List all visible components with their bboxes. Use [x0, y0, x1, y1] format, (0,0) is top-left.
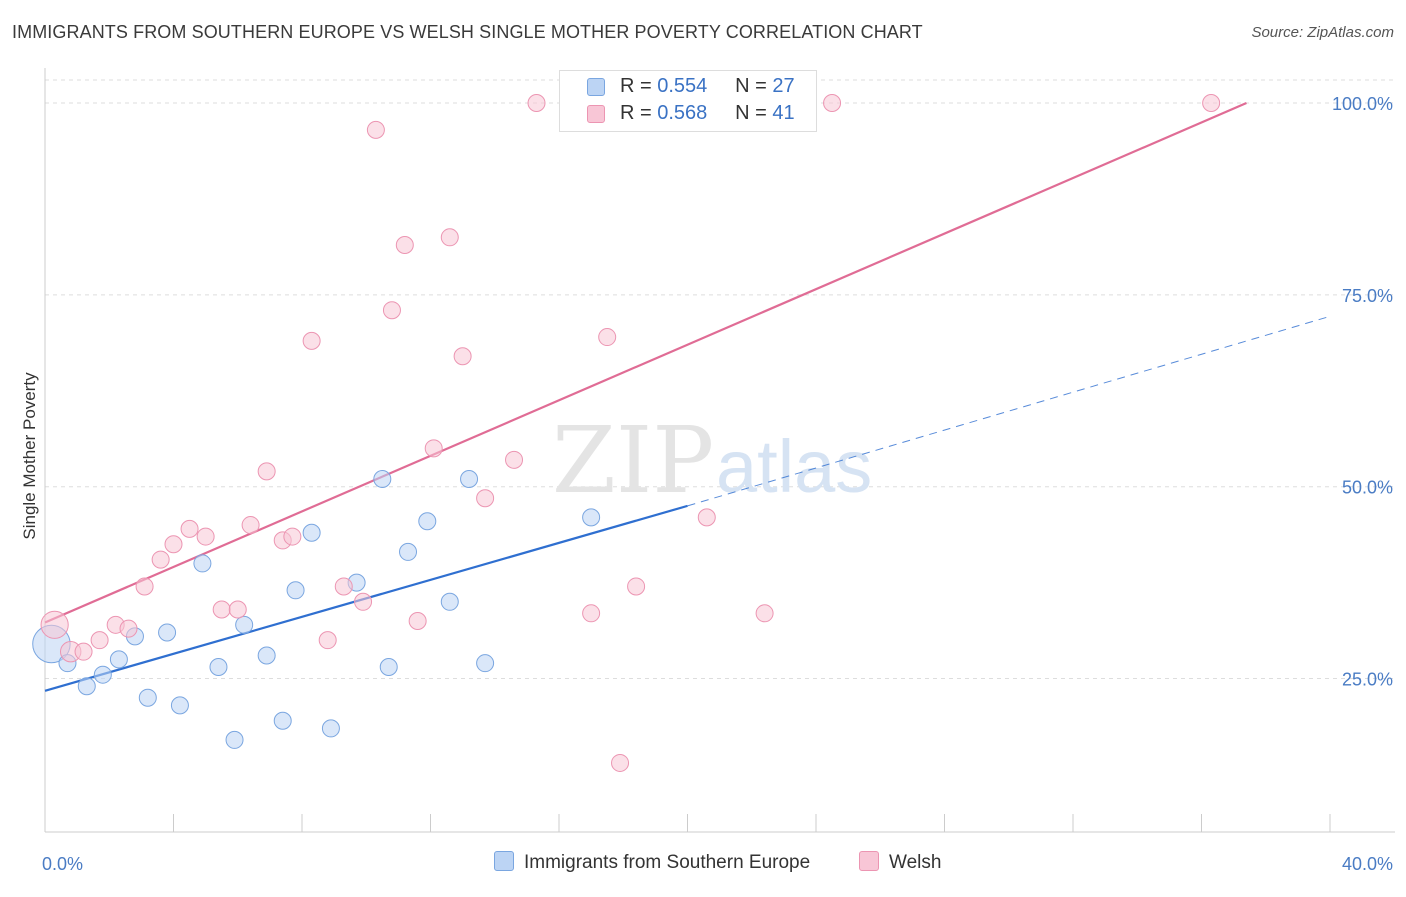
point-welsh: [408, 611, 427, 630]
legend-r-value: 0.568: [657, 102, 708, 124]
point-southern-europe: [460, 470, 479, 489]
point-southern-europe: [77, 677, 96, 696]
point-welsh: [823, 94, 842, 113]
point-welsh: [354, 592, 373, 611]
point-welsh: [40, 610, 69, 639]
point-welsh: [627, 577, 646, 596]
tick-label-layer: 25.0% 50.0% 75.0% 100.0% 0.0% 40.0% Single Mot…: [20, 94, 1393, 874]
point-southern-europe: [302, 523, 321, 542]
point-welsh: [302, 331, 321, 350]
point-southern-europe: [399, 542, 418, 561]
point-welsh: [151, 550, 170, 569]
correlation-legend: R = 0.554 N = 27 R = 0.568 N = 41: [559, 70, 817, 132]
point-welsh: [476, 489, 495, 508]
point-southern-europe: [379, 658, 398, 677]
point-welsh: [228, 600, 247, 619]
x-tick-label: 40.0%: [1342, 854, 1393, 874]
y-tick-label: 75.0%: [1342, 286, 1393, 306]
point-southern-europe: [170, 696, 189, 715]
legend-n-value: 41: [772, 102, 795, 124]
y-tick-label: 100.0%: [1332, 94, 1393, 114]
trendline-welsh: [44, 102, 1247, 624]
point-southern-europe: [158, 623, 177, 642]
point-welsh: [366, 120, 385, 139]
point-southern-europe: [225, 730, 244, 749]
point-welsh: [527, 94, 546, 113]
source-credit: Source: ZipAtlas.com: [1251, 24, 1394, 41]
point-southern-europe: [193, 554, 212, 573]
y-tick-label: 50.0%: [1342, 478, 1393, 498]
point-welsh: [196, 527, 215, 546]
point-welsh: [212, 600, 231, 619]
point-southern-europe: [209, 658, 228, 677]
series-legend-label: Welsh: [889, 852, 942, 873]
legend-n-value: 27: [772, 75, 795, 97]
point-welsh: [74, 642, 93, 661]
legend-r-value: 0.554: [657, 75, 708, 97]
series-legend: Immigrants from Southern Europe Welsh: [0, 851, 1406, 879]
legend-swatch-pink: [587, 105, 605, 123]
series-swatch-blue: [494, 851, 514, 871]
point-southern-europe: [273, 711, 292, 730]
point-welsh: [241, 516, 260, 535]
point-welsh: [424, 439, 443, 458]
watermark: ZIP atlas: [552, 407, 872, 514]
point-southern-europe: [109, 650, 128, 669]
point-welsh: [697, 508, 716, 527]
legend-n-label: N =: [735, 102, 773, 124]
point-southern-europe: [373, 470, 392, 489]
point-welsh: [611, 753, 630, 772]
legend-r-label: R =: [620, 102, 658, 124]
point-welsh: [582, 604, 601, 623]
point-southern-europe: [93, 665, 112, 684]
point-welsh: [135, 577, 154, 596]
point-welsh: [119, 619, 138, 638]
point-welsh: [318, 631, 337, 650]
point-welsh: [334, 577, 353, 596]
point-welsh: [1202, 94, 1221, 113]
series-legend-southern-europe: Immigrants from Southern Europe: [494, 851, 810, 874]
point-welsh: [505, 450, 524, 469]
trendline-southern-europe-extension: [687, 315, 1331, 507]
y-axis-title: Single Mother Poverty: [20, 372, 39, 540]
series-legend-welsh: Welsh: [859, 851, 941, 874]
watermark-zip: ZIP: [552, 407, 714, 514]
legend-row-southern-europe: R = 0.554 N = 27: [560, 74, 816, 100]
legend-row-welsh: R = 0.568 N = 41: [560, 101, 816, 127]
point-welsh: [395, 235, 414, 254]
point-welsh: [755, 604, 774, 623]
legend-swatch-blue: [587, 78, 605, 96]
series-swatch-pink: [859, 851, 879, 871]
x-tick-label: 0.0%: [42, 854, 83, 874]
point-southern-europe: [582, 508, 601, 527]
point-welsh: [164, 535, 183, 554]
point-welsh: [453, 347, 472, 366]
point-southern-europe: [418, 512, 437, 531]
legend-r-label: R =: [620, 75, 658, 97]
point-welsh: [440, 228, 459, 247]
point-southern-europe: [321, 719, 340, 738]
point-welsh: [257, 462, 276, 481]
point-southern-europe: [235, 615, 254, 634]
point-layer: [32, 94, 1221, 772]
point-welsh: [382, 301, 401, 320]
point-southern-europe: [440, 592, 459, 611]
chart-title: IMMIGRANTS FROM SOUTHERN EUROPE VS WELSH…: [12, 22, 923, 42]
point-southern-europe: [286, 581, 305, 600]
point-southern-europe: [476, 654, 495, 673]
axis-layer: [44, 68, 1395, 833]
point-welsh: [598, 328, 617, 347]
point-welsh: [283, 527, 302, 546]
series-legend-label: Immigrants from Southern Europe: [524, 852, 811, 873]
point-southern-europe: [257, 646, 276, 665]
point-welsh: [90, 631, 109, 650]
y-tick-label: 25.0%: [1342, 670, 1393, 690]
point-southern-europe: [138, 688, 157, 707]
point-welsh: [180, 519, 199, 538]
watermark-atlas: atlas: [716, 425, 872, 508]
legend-n-label: N =: [735, 75, 773, 97]
grid-layer: [45, 79, 1395, 680]
